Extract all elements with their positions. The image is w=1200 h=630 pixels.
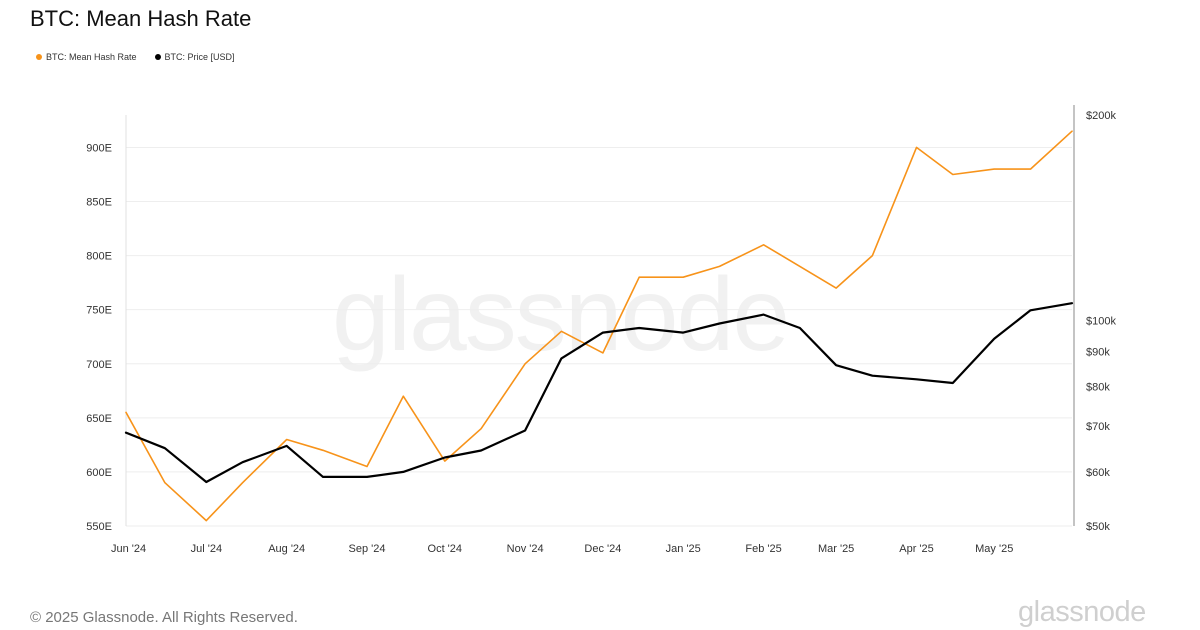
right-axis-tick-label: $60k: [1086, 467, 1110, 479]
left-axis-tick-label: 550E: [86, 521, 112, 533]
left-axis-tick-label: 750E: [86, 305, 112, 317]
left-axis-tick-label: 800E: [86, 251, 112, 263]
left-axis-tick-label: 700E: [86, 359, 112, 371]
copyright-text: © 2025 Glassnode. All Rights Reserved.: [30, 609, 298, 626]
x-axis-tick-label: Aug '24: [268, 543, 305, 555]
x-axis-tick-label: May '25: [975, 543, 1013, 555]
legend: BTC: Mean Hash Rate BTC: Price [USD]: [36, 52, 235, 62]
x-axis-tick-label: Mar '25: [818, 543, 854, 555]
x-axis-tick-label: Jul '24: [191, 543, 222, 555]
chart-title: BTC: Mean Hash Rate: [30, 6, 252, 31]
right-axis-tick-label: $200k: [1086, 110, 1116, 122]
left-axis-tick-label: 650E: [86, 413, 112, 425]
right-axis-tick-label: $80k: [1086, 382, 1110, 394]
legend-label-price: BTC: Price [USD]: [164, 52, 235, 62]
legend-item-price[interactable]: BTC: Price [USD]: [154, 52, 235, 62]
x-axis-tick-label: Oct '24: [428, 543, 463, 555]
left-axis-tick-label: 900E: [86, 142, 112, 154]
x-axis-tick-label: Feb '25: [745, 543, 781, 555]
right-axis-tick-label: $50k: [1086, 521, 1110, 533]
legend-marker-hash-rate: [36, 54, 42, 60]
x-axis-tick-label: Jan '25: [666, 543, 701, 555]
right-axis-tick-label: $90k: [1086, 347, 1110, 359]
series-line-hash-rate: [125, 130, 1073, 522]
x-axis-tick-label: Sep '24: [349, 543, 386, 555]
left-axis-tick-label: 850E: [86, 197, 112, 209]
legend-label-hash-rate: BTC: Mean Hash Rate: [46, 52, 137, 62]
legend-item-hash-rate[interactable]: BTC: Mean Hash Rate: [36, 52, 137, 62]
series-line-price: [124, 302, 1074, 484]
x-axis-tick-label: Jun '24: [111, 543, 146, 555]
x-axis-tick-label: Apr '25: [899, 543, 934, 555]
right-axis-tick-label: $70k: [1086, 421, 1110, 433]
glassnode-logo: glassnode: [1018, 596, 1146, 628]
x-axis-tick-label: Nov '24: [507, 543, 544, 555]
left-axis-tick-label: 600E: [86, 467, 112, 479]
legend-marker-price: [154, 54, 161, 60]
x-axis-tick-label: Dec '24: [584, 543, 621, 555]
right-axis-tick-label: $100k: [1086, 316, 1116, 328]
